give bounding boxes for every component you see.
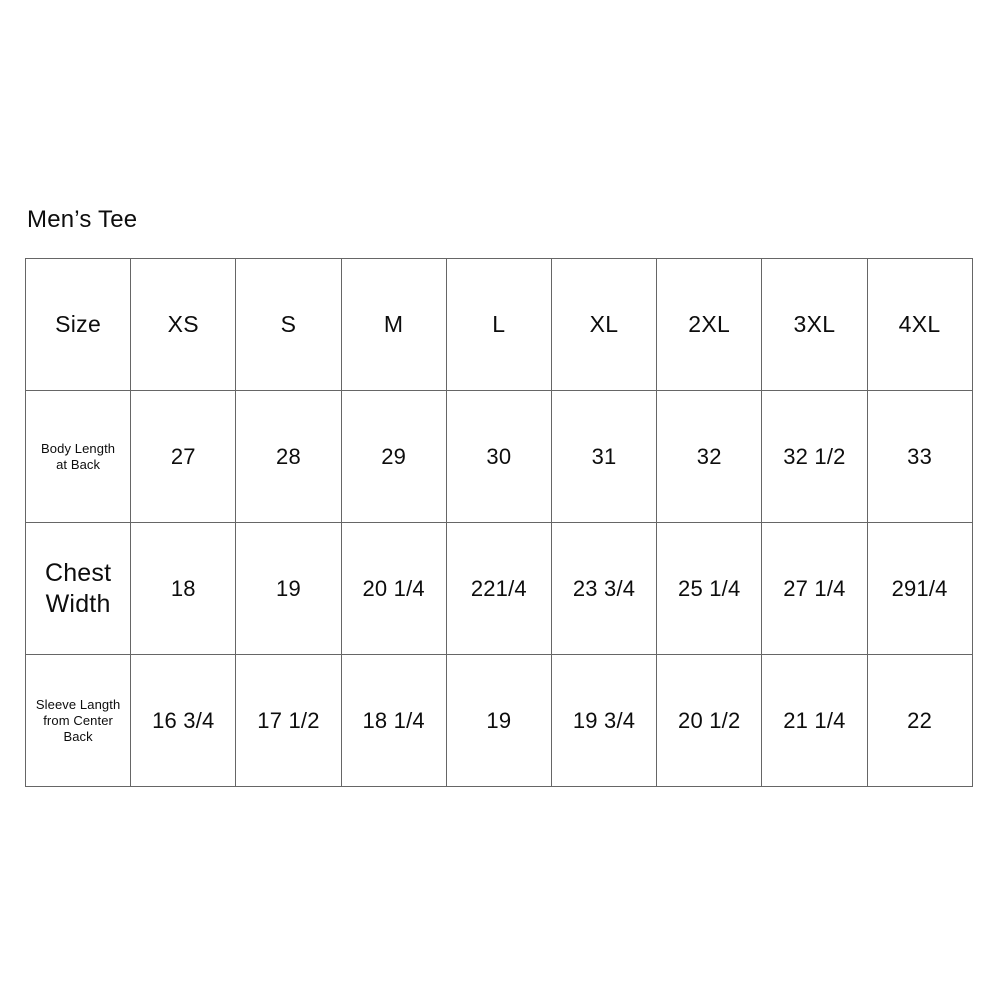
column-header-size: Size [24, 258, 132, 391]
table-row: Chest Width 18 19 20 1/4 221/4 23 3/4 25 … [24, 522, 973, 655]
row-label-body-length: Body Length at Back [24, 390, 132, 523]
row-label-chest-width: Chest Width [24, 522, 132, 655]
cell-chest-width-3xl: 27 1/4 [761, 522, 868, 655]
cell-body-length-2xl: 32 [656, 390, 763, 523]
cell-sleeve-length-m: 18 1/4 [340, 654, 447, 787]
column-header-l: L [445, 258, 552, 391]
cell-sleeve-length-3xl: 21 1/4 [761, 654, 868, 787]
row-label-sleeve-length: Sleeve Langth from Center Back [24, 654, 132, 787]
column-header-s: S [235, 258, 342, 391]
cell-body-length-l: 30 [445, 390, 552, 523]
cell-sleeve-length-l: 19 [445, 654, 552, 787]
cell-body-length-s: 28 [235, 390, 342, 523]
column-header-xs: XS [130, 258, 237, 391]
cell-body-length-xl: 31 [550, 390, 658, 523]
table-header-row: Size XS S M L XL 2XL 3XL 4XL [24, 258, 973, 391]
size-chart-table: Size XS S M L XL 2XL 3XL 4XL Body Length… [24, 258, 973, 787]
column-header-3xl: 3XL [761, 258, 868, 391]
page-title: Men’s Tee [27, 206, 138, 233]
cell-sleeve-length-4xl: 22 [866, 654, 973, 787]
cell-sleeve-length-2xl: 20 1/2 [656, 654, 763, 787]
cell-chest-width-l: 221/4 [445, 522, 552, 655]
cell-chest-width-4xl: 291/4 [866, 522, 973, 655]
cell-sleeve-length-s: 17 1/2 [235, 654, 342, 787]
cell-sleeve-length-xl: 19 3/4 [550, 654, 658, 787]
size-chart-container: Men’s Tee Size XS S M L XL 2XL 3XL 4XL B… [24, 205, 973, 787]
cell-body-length-m: 29 [340, 390, 447, 523]
cell-chest-width-2xl: 25 1/4 [656, 522, 763, 655]
column-header-2xl: 2XL [656, 258, 763, 391]
table-row: Sleeve Langth from Center Back 16 3/4 17 1… [24, 654, 973, 787]
column-header-m: M [340, 258, 447, 391]
column-header-xl: XL [550, 258, 658, 391]
cell-chest-width-s: 19 [235, 522, 342, 655]
cell-body-length-xs: 27 [130, 390, 237, 523]
table-row: Body Length at Back 27 28 29 30 31 32 32 … [24, 390, 973, 523]
cell-chest-width-xs: 18 [130, 522, 237, 655]
cell-body-length-3xl: 32 1/2 [761, 390, 868, 523]
column-header-4xl: 4XL [866, 258, 973, 391]
cell-body-length-4xl: 33 [866, 390, 973, 523]
cell-sleeve-length-xs: 16 3/4 [130, 654, 237, 787]
cell-chest-width-xl: 23 3/4 [550, 522, 658, 655]
cell-chest-width-m: 20 1/4 [340, 522, 447, 655]
